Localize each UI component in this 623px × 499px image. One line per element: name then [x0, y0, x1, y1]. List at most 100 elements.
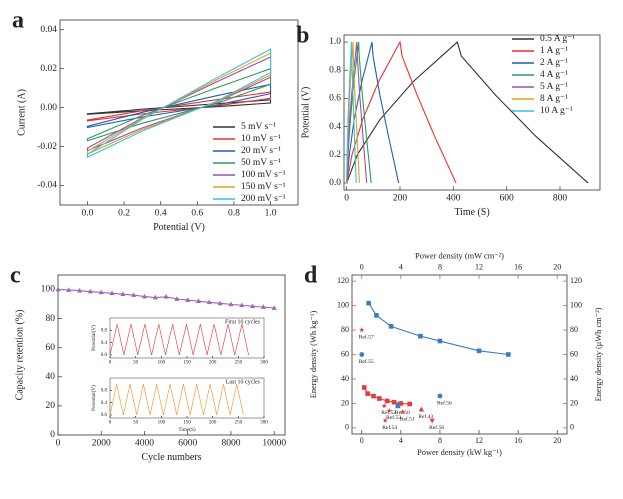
x-tick-label: 0.2 [118, 209, 130, 219]
marker [374, 313, 379, 318]
x2-tick-label: 16 [514, 263, 522, 272]
marker [398, 401, 404, 406]
marker [120, 291, 126, 297]
y-tick-label: 0 [345, 423, 349, 432]
marker [395, 403, 401, 409]
reference-label: Ref.43 [418, 413, 433, 420]
legend-label: 5 A g⁻¹ [540, 82, 568, 92]
x2-tick-label: 0 [360, 263, 364, 272]
x-tick-label: 20 [553, 436, 561, 445]
panel-label: a [12, 8, 24, 34]
marker [174, 296, 180, 301]
y-tick-label: 80 [341, 325, 349, 334]
marker [429, 418, 435, 424]
y-tick-label: 0.0 [329, 178, 341, 188]
marker [400, 409, 406, 415]
legend-label: 10 A g⁻¹ [540, 106, 573, 116]
marker [185, 297, 191, 302]
marker [77, 287, 83, 293]
x2-tick-label: 4 [399, 263, 403, 272]
x-tick-label: 8000 [221, 439, 240, 449]
series-line [346, 40, 457, 184]
marker [195, 298, 202, 304]
marker [228, 301, 234, 307]
legend-label: 100 mV s⁻¹ [241, 170, 286, 180]
marker [437, 338, 443, 344]
plot-frame [57, 274, 286, 436]
marker [418, 406, 425, 412]
x-tick-label: 100 [158, 361, 166, 366]
x-tick-label: 50 [133, 421, 139, 426]
y-tick-label: 100 [337, 300, 349, 309]
marker [141, 293, 148, 299]
x-tick-label: 10000 [262, 439, 286, 449]
series-line [346, 41, 400, 184]
y-tick-label: 0.0 [101, 353, 108, 358]
series-line [109, 384, 244, 415]
marker [109, 290, 115, 296]
reference-label: Ref.51 [400, 415, 415, 422]
marker [152, 294, 158, 300]
marker [407, 401, 412, 407]
x-tick-label: 0 [56, 439, 61, 449]
x-tick-label: 0 [109, 361, 112, 366]
legend-label: 4 A g⁻¹ [540, 70, 568, 80]
y-tick-label: 0.8 [329, 65, 341, 75]
y2-tick-label: 60 [570, 349, 578, 358]
series-line [109, 324, 249, 355]
x-tick-label: 4 [399, 436, 403, 445]
legend-label: 150 mV s⁻¹ [241, 182, 286, 192]
x-tick-label: 0.6 [191, 209, 203, 219]
y-tick-label: 60 [46, 343, 56, 353]
x2-tick-label: 20 [553, 263, 561, 272]
x-axis-label: Cycle numbers [141, 452, 201, 463]
y-tick-label: 40 [46, 372, 56, 382]
y-tick-label: 0.0 [101, 413, 108, 418]
marker [388, 324, 394, 329]
marker [98, 289, 104, 295]
y-tick-label: 0.02 [40, 64, 57, 74]
reference-label: Ref.57 [359, 333, 374, 340]
x-tick-label: 250 [235, 361, 243, 366]
reference-label: Ref.58 [429, 424, 444, 431]
y-tick-label: 0 [50, 430, 55, 440]
legend-label: 0.5 A g⁻¹ [540, 34, 575, 44]
y-tick-label: 0.8 [101, 388, 108, 393]
x2-axis-label: Power density (mW cm⁻²) [415, 252, 504, 261]
y-tick-label: 80 [46, 314, 56, 324]
y-tick-label: 0.00 [40, 103, 57, 113]
marker [386, 407, 392, 414]
x-tick-label: 800 [553, 194, 568, 204]
marker [260, 304, 266, 309]
y2-tick-label: 80 [570, 325, 578, 334]
marker [239, 302, 245, 308]
y-tick-label: 0.8 [101, 328, 108, 333]
x-tick-label: 250 [235, 421, 243, 426]
x-tick-label: 2000 [92, 439, 111, 449]
marker [359, 327, 365, 333]
y-tick-label: 0.4 [101, 401, 108, 406]
x-tick-label: 600 [500, 194, 515, 204]
y2-tick-label: 40 [570, 374, 578, 383]
marker [476, 348, 482, 354]
y-tick-label: 60 [341, 349, 349, 358]
x-tick-label: 0.4 [155, 209, 167, 219]
marker [131, 292, 137, 297]
x-tick-label: 4000 [135, 439, 154, 449]
panel-label: d [304, 263, 318, 289]
x-tick-label: 100 [158, 421, 166, 426]
x-tick-label: 0 [360, 436, 364, 445]
y-axis-label: Potential (V) [300, 87, 311, 139]
marker [206, 299, 212, 305]
y-axis-label: Current (A) [16, 89, 27, 136]
legend-label: 5 mV s⁻¹ [241, 122, 276, 132]
x-tick-label: 150 [183, 361, 191, 366]
legend-label: 2 A g⁻¹ [540, 58, 568, 68]
reference-label: Ref.56 [437, 399, 452, 406]
legend-label: 20 mV s⁻¹ [241, 146, 281, 156]
x-tick-label: 200 [209, 421, 217, 426]
marker [361, 385, 367, 390]
legend-label: 50 mV s⁻¹ [241, 158, 281, 168]
panel-label: c [10, 263, 21, 289]
